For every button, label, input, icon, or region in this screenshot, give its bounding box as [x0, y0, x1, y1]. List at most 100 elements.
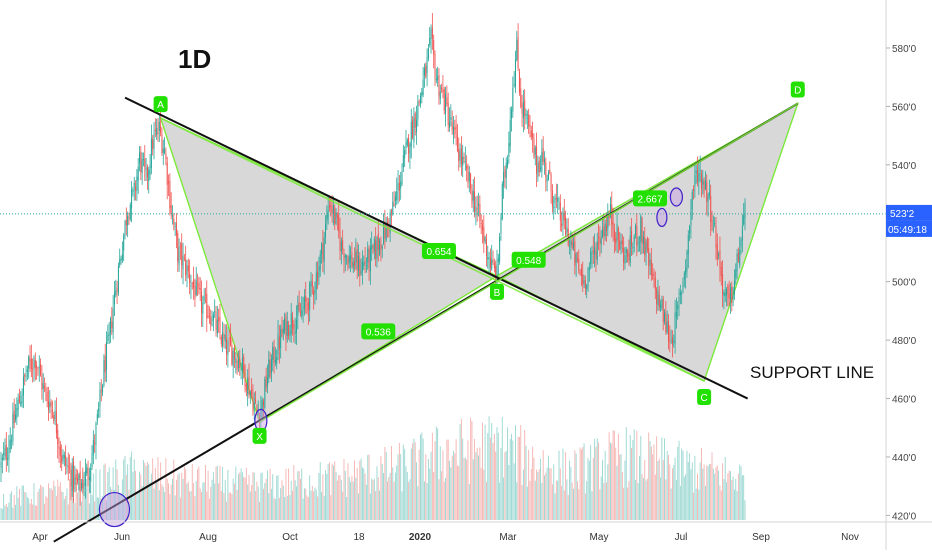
- volume-bar: [673, 464, 675, 520]
- candle-body: [538, 160, 540, 172]
- volume-bar: [48, 483, 49, 520]
- volume-bar: [394, 472, 396, 520]
- candle-body: [367, 248, 369, 263]
- volume-bar: [164, 492, 166, 520]
- candle: [693, 185, 695, 200]
- candle-body: [270, 359, 272, 374]
- candle: [530, 125, 532, 141]
- candle: [501, 181, 503, 221]
- candle-body: [483, 227, 485, 242]
- candle-body: [211, 324, 213, 326]
- volume-bar: [189, 491, 191, 520]
- candle: [433, 34, 435, 69]
- candle: [191, 281, 193, 290]
- candle-body: [135, 186, 137, 191]
- volume-bar: [305, 488, 307, 520]
- volume-bar: [46, 497, 48, 520]
- volume-bar: [340, 479, 342, 520]
- volume-bar: [421, 432, 423, 520]
- candle-body: [243, 356, 245, 371]
- volume-bar: [493, 433, 495, 520]
- volume-bar: [234, 483, 235, 520]
- candle-body: [468, 172, 470, 181]
- candle: [299, 302, 301, 317]
- candle-body: [371, 244, 373, 249]
- candle-body: [199, 287, 201, 290]
- candle: [512, 76, 514, 118]
- candle: [554, 193, 556, 214]
- volume-bar: [662, 459, 664, 520]
- candle-body: [377, 233, 379, 251]
- support-line-label: SUPPORT LINE: [750, 363, 874, 382]
- volume-bar: [677, 446, 679, 520]
- candle: [175, 213, 177, 249]
- candle: [99, 382, 101, 418]
- candle: [240, 362, 242, 380]
- candle: [371, 231, 373, 262]
- candle: [282, 319, 284, 341]
- volume-bar: [110, 487, 111, 520]
- candle: [471, 184, 473, 209]
- candle: [503, 157, 505, 199]
- volume-bar: [404, 448, 406, 520]
- candle-body: [522, 102, 524, 118]
- candle-body: [112, 308, 114, 333]
- candle-body: [459, 151, 461, 160]
- candle-body: [479, 204, 481, 221]
- volume-bar: [400, 454, 402, 520]
- volume-bar: [443, 481, 445, 520]
- candle-body: [45, 388, 47, 391]
- volume-bar: [427, 459, 429, 520]
- candle: [504, 165, 506, 189]
- ratio-label-text: 2.667: [638, 194, 663, 205]
- candle-body: [735, 269, 737, 278]
- candle: [154, 118, 156, 138]
- candle: [414, 111, 416, 136]
- candle-body: [117, 266, 119, 294]
- volume-bar: [686, 450, 688, 520]
- volume-bar: [350, 481, 352, 520]
- candle-body: [241, 357, 243, 372]
- volume-bar: [373, 478, 375, 520]
- candle: [517, 23, 519, 72]
- volume-bar: [239, 472, 241, 520]
- candle: [226, 324, 228, 366]
- candle: [245, 382, 247, 397]
- candle: [182, 242, 184, 285]
- candle-body: [55, 411, 57, 434]
- candle-body: [700, 174, 702, 189]
- volume-bar: [706, 465, 708, 520]
- volume-bar: [387, 481, 388, 520]
- candle-body: [9, 439, 11, 450]
- candle-body: [587, 268, 589, 287]
- candle-body: [38, 367, 40, 368]
- candle: [92, 430, 94, 465]
- volume-bar: [526, 486, 528, 520]
- candle: [427, 43, 429, 62]
- candle: [547, 169, 549, 181]
- candle: [265, 367, 267, 392]
- candle-body: [177, 233, 179, 262]
- volume-bar: [102, 496, 104, 520]
- candle: [409, 142, 411, 169]
- volume-bar: [296, 486, 297, 520]
- candle-body: [207, 316, 209, 317]
- candle: [629, 226, 631, 267]
- candle: [251, 378, 253, 399]
- candle: [44, 377, 46, 393]
- candle: [646, 236, 648, 253]
- candle: [58, 437, 60, 463]
- volume-bar: [639, 456, 640, 520]
- candle-body: [301, 310, 303, 317]
- candle: [80, 478, 82, 492]
- volume-bar: [149, 482, 151, 520]
- volume-bar: [649, 441, 651, 520]
- candle-body: [664, 311, 666, 322]
- candle: [449, 107, 451, 132]
- volume-bar: [92, 473, 94, 520]
- candle: [30, 344, 32, 378]
- volume-bar: [63, 498, 65, 520]
- volume-bar: [590, 445, 592, 520]
- volume-bar: [121, 479, 123, 520]
